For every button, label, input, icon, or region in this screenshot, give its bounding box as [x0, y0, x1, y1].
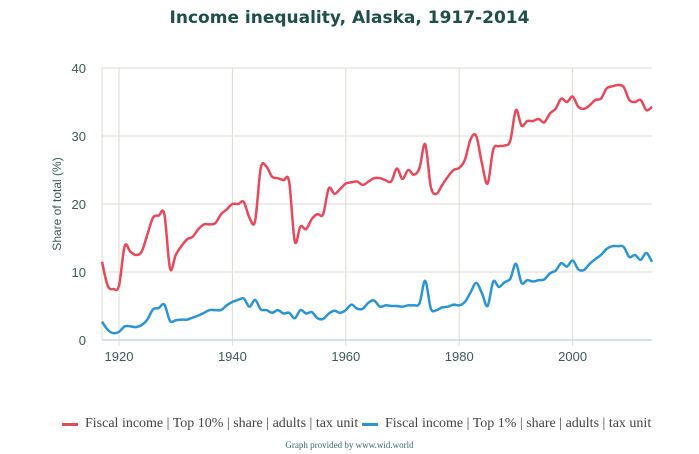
- x-tick-label: 1920: [105, 349, 134, 364]
- series-line-1[interactable]: [100, 244, 654, 335]
- y-tick-label: 0: [79, 333, 86, 348]
- y-tick-label: 40: [72, 61, 86, 76]
- credit-link[interactable]: Graph provided by www.wid.world: [285, 440, 414, 450]
- legend-swatch: [362, 422, 378, 426]
- legend-swatch: [62, 422, 78, 426]
- x-tick-label: 1980: [445, 349, 474, 364]
- y-tick-label: 10: [72, 265, 86, 280]
- x-tick-label: 1940: [218, 349, 247, 364]
- legend-item-top10[interactable]: Fiscal income | Top 10% | share | adults…: [62, 416, 358, 432]
- legend-label: Fiscal income | Top 1% | share | adults …: [385, 416, 652, 431]
- chart-title: Income inequality, Alaska, 1917-2014: [169, 8, 530, 28]
- y-tick-label: 30: [72, 129, 86, 144]
- y-axis-label: Share of total (%): [50, 157, 64, 250]
- legend-item-top1[interactable]: Fiscal income | Top 1% | share | adults …: [362, 416, 651, 432]
- x-tick-label: 1960: [331, 349, 360, 364]
- legend-label: Fiscal income | Top 10% | share | adults…: [85, 416, 359, 431]
- x-tick-label: 2000: [558, 349, 587, 364]
- y-tick-label: 20: [72, 197, 86, 212]
- series-line-0[interactable]: [100, 83, 653, 292]
